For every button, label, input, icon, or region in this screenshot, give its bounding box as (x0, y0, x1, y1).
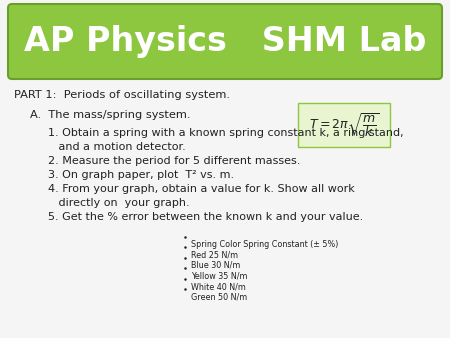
Text: PART 1:  Periods of oscillating system.: PART 1: Periods of oscillating system. (14, 90, 230, 100)
Text: Green 50 N/m: Green 50 N/m (191, 292, 247, 301)
Text: 5. Get the % error between the known k and your value.: 5. Get the % error between the known k a… (48, 212, 363, 222)
Text: AP Physics   SHM Lab: AP Physics SHM Lab (24, 25, 426, 58)
Text: A.  The mass/spring system.: A. The mass/spring system. (30, 110, 190, 120)
Text: $T = 2\pi\sqrt{\dfrac{m}{k}}$: $T = 2\pi\sqrt{\dfrac{m}{k}}$ (309, 111, 379, 139)
Text: Yellow 35 N/m: Yellow 35 N/m (191, 271, 248, 281)
Text: Blue 30 N/m: Blue 30 N/m (191, 261, 240, 270)
Text: 4. From your graph, obtain a value for k. Show all work: 4. From your graph, obtain a value for k… (48, 184, 355, 194)
Text: and a motion detector.: and a motion detector. (48, 142, 186, 152)
Text: Spring Color Spring Constant (± 5%): Spring Color Spring Constant (± 5%) (191, 240, 338, 249)
FancyBboxPatch shape (8, 4, 442, 79)
Text: 3. On graph paper, plot  T² vs. m.: 3. On graph paper, plot T² vs. m. (48, 170, 234, 180)
Text: White 40 N/m: White 40 N/m (191, 282, 246, 291)
Text: Red 25 N/m: Red 25 N/m (191, 250, 238, 260)
Text: 2. Measure the period for 5 different masses.: 2. Measure the period for 5 different ma… (48, 156, 301, 166)
Text: directly on  your graph.: directly on your graph. (48, 198, 189, 208)
FancyBboxPatch shape (298, 103, 390, 147)
Text: 1. Obtain a spring with a known spring constant k, a ring stand,: 1. Obtain a spring with a known spring c… (48, 128, 404, 138)
